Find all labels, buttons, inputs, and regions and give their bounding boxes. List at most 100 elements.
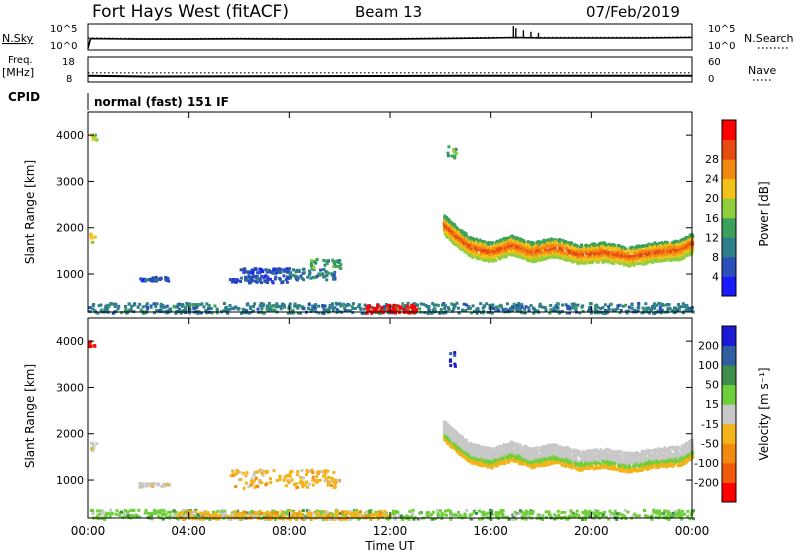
power-cell (677, 303, 680, 306)
power-cell (331, 277, 335, 281)
power-cell (657, 301, 661, 305)
velocity-cell (238, 470, 242, 474)
power-trace-cell (680, 240, 683, 244)
power-cell (561, 303, 565, 307)
power-cell (272, 271, 276, 275)
power-cell (302, 267, 306, 271)
power-cell (294, 270, 298, 274)
velocity-cell (656, 510, 660, 514)
velocity-cell (242, 486, 246, 490)
power-cell (327, 306, 331, 310)
power-cell (574, 306, 578, 310)
velocity-cell (613, 509, 617, 513)
velocity-cell (594, 514, 598, 518)
velocity-cell (98, 509, 102, 513)
power-colorbar-tick: 12 (705, 231, 719, 244)
power-cell (578, 311, 582, 315)
power-trace-cell (563, 252, 567, 256)
power-cell (262, 311, 266, 315)
velocity-cell (98, 514, 102, 518)
power-trace-cell (666, 243, 670, 247)
power-cell (110, 302, 114, 306)
power-trace-cell (664, 243, 667, 247)
power-trace-cell (545, 241, 549, 245)
velocity-cell (357, 517, 361, 521)
power-cell (429, 311, 433, 315)
velocity-cell (231, 470, 235, 474)
power-cell (691, 310, 695, 314)
power-trace-cell (681, 247, 685, 251)
power-cell (567, 306, 571, 310)
power-cell (604, 312, 608, 315)
power-cell (260, 274, 264, 278)
power-cell (152, 302, 156, 306)
velocity-cell (192, 510, 195, 514)
velocity-cell (331, 476, 334, 480)
velocity-cell (615, 517, 619, 521)
power-trace-cell (629, 257, 633, 261)
velocity-cell (604, 515, 608, 519)
power-cell (360, 311, 364, 315)
velocity-cell (282, 478, 286, 482)
velocity-cell (308, 469, 312, 473)
power-cell (607, 308, 611, 312)
power-cell (603, 303, 607, 307)
power-trace-cell (592, 249, 596, 253)
power-trace-cell (549, 248, 552, 252)
power-trace-cell (481, 240, 484, 243)
velocity-cell (412, 517, 416, 521)
power-cell (640, 311, 644, 315)
velocity-cell (620, 513, 624, 517)
power-trace-cell (474, 245, 478, 249)
power-cell (283, 268, 286, 272)
power-cell (351, 302, 355, 306)
velocity-cell (315, 480, 319, 484)
power-cell (272, 269, 276, 273)
power-trace-cell (450, 220, 453, 224)
power-cell (107, 304, 111, 308)
power-cell (154, 278, 158, 281)
velocity-cell (121, 515, 125, 519)
velocity-cell (394, 510, 398, 513)
power-cell (544, 308, 548, 312)
power-cell (333, 270, 337, 274)
velocity-cell (249, 510, 253, 514)
power-cell (230, 280, 234, 284)
power-cell (369, 305, 373, 309)
velocity-cell (140, 483, 144, 487)
power-cell (319, 272, 323, 276)
noise-panel: N.Sky 10^5 10^0 10^5 10^0 N.Search (2, 23, 794, 52)
power-cell (96, 311, 100, 315)
velocity-cell (273, 513, 277, 517)
power-trace-cell (662, 242, 665, 246)
velocity-cell (327, 481, 331, 484)
power-trace-cell (612, 255, 615, 259)
power-cell (323, 263, 327, 267)
power-trace-cell (644, 244, 648, 248)
power-trace-cell (457, 234, 461, 238)
velocity-cell (480, 510, 484, 514)
power-trace-cell (651, 243, 654, 247)
velocity-cell (376, 517, 380, 521)
power-cell (658, 305, 662, 309)
power-cell (226, 311, 230, 315)
power-trace-cell (689, 250, 693, 254)
power-cell (258, 277, 262, 281)
velocity-cell (331, 480, 335, 484)
power-trace-cell (670, 242, 674, 246)
velocity-cell (326, 469, 330, 473)
power-cell (411, 308, 415, 312)
power-cell (240, 311, 244, 315)
power-cell (239, 268, 243, 272)
power-trace-cell (688, 247, 692, 251)
freq-left-tick-high: 18 (62, 57, 75, 68)
power-cell (467, 305, 471, 309)
velocity-cell (118, 511, 122, 515)
power-cell (596, 309, 600, 313)
velocity-cell (123, 509, 127, 512)
power-cell (581, 304, 585, 308)
power-cell (114, 302, 118, 306)
power-cell (264, 280, 268, 284)
velocity-cell (377, 514, 381, 518)
